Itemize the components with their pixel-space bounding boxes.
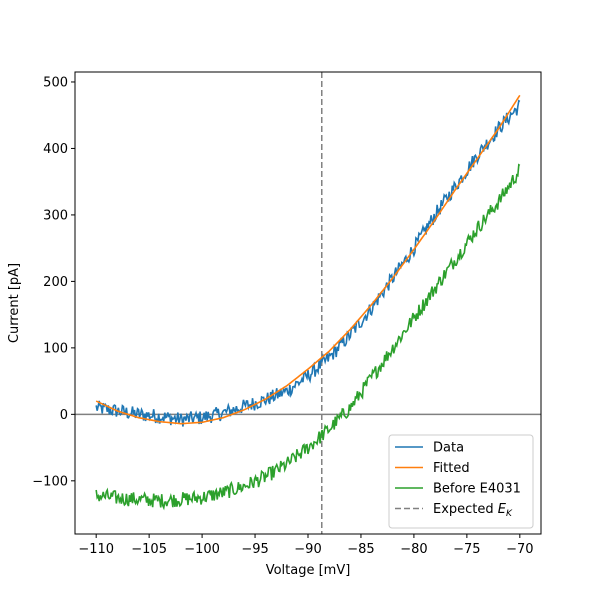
- x-tick-label: −85: [347, 542, 374, 557]
- y-tick-label: −100: [32, 474, 68, 489]
- legend-label-fitted: Fitted: [433, 461, 470, 476]
- y-tick-label: 400: [43, 142, 68, 157]
- x-axis-label: Voltage [mV]: [266, 563, 351, 578]
- x-tick-label: −70: [506, 542, 533, 557]
- x-tick-label: −95: [241, 542, 268, 557]
- x-tick-label: −75: [453, 542, 480, 557]
- y-axis-label: Current [pA]: [7, 263, 22, 343]
- y-tick-label: 500: [43, 75, 68, 90]
- y-tick-label: 100: [43, 341, 68, 356]
- x-tick-label: −100: [184, 542, 220, 557]
- x-tick-label: −110: [78, 542, 114, 557]
- x-tick-label: −80: [400, 542, 427, 557]
- x-tick-label: −90: [294, 542, 321, 557]
- legend: Data Fitted Before E4031 Expected EK: [389, 435, 533, 528]
- legend-label-before-e4031: Before E4031: [433, 482, 521, 497]
- legend-label-data: Data: [433, 441, 464, 456]
- y-tick-label: 0: [60, 408, 68, 423]
- y-tick-label: 300: [43, 208, 68, 223]
- legend-label-expected-ek: Expected EK: [433, 502, 513, 519]
- y-tick-label: 200: [43, 275, 68, 290]
- x-tick-label: −105: [131, 542, 167, 557]
